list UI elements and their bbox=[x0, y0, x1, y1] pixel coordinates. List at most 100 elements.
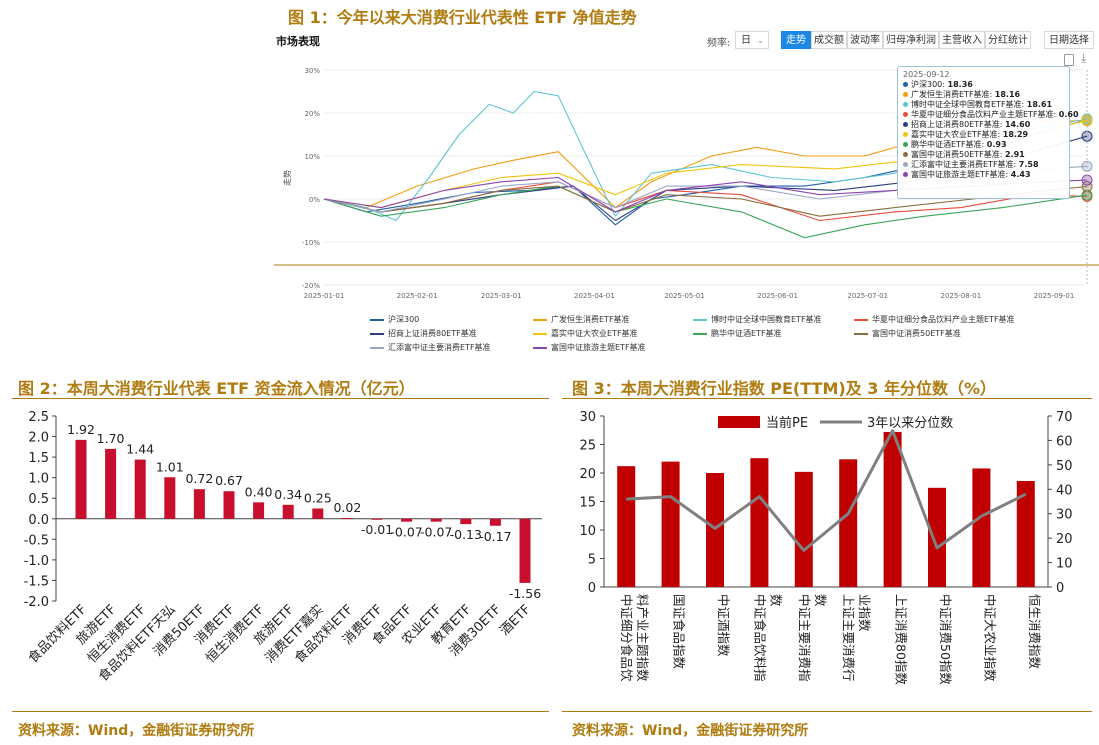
legend-swatch-icon bbox=[533, 346, 547, 349]
y-tick-label: 0% bbox=[309, 196, 320, 204]
bar bbox=[489, 518, 501, 526]
x-tick-label: 上证主要消费行 bbox=[841, 594, 856, 682]
legend-dot-icon bbox=[903, 152, 908, 157]
legend-dot-icon bbox=[903, 142, 908, 147]
figure1-title: 图 1：今年以来大消费行业代表性 ETF 净值走势 bbox=[288, 8, 637, 27]
legend-swatch-icon bbox=[854, 318, 868, 321]
right-y-tick-label: 60 bbox=[1056, 434, 1073, 449]
data-label: -0.13 bbox=[450, 527, 482, 542]
bar bbox=[193, 489, 205, 519]
tooltip-series-name: 华夏中证细分食品饮料产业主题ETF基准: bbox=[911, 110, 1059, 119]
bar bbox=[75, 439, 87, 519]
figure3-source: 资料来源：Wind，金融街证券研究所 bbox=[572, 723, 809, 739]
legend-item[interactable]: 华夏中证细分食品饮料产业主题ETF基准 bbox=[854, 315, 1015, 325]
legend-bar-swatch bbox=[718, 416, 760, 428]
data-label: 0.40 bbox=[245, 484, 273, 499]
legend-label: 沪深300 bbox=[388, 315, 420, 324]
tooltip-series-name: 富国中证旅游主题ETF基准: bbox=[911, 170, 1011, 179]
bar bbox=[164, 477, 176, 519]
tooltip-value: 0.93 bbox=[986, 140, 1007, 149]
legend-item[interactable]: 汇添富中证主要消费ETF基准 bbox=[370, 343, 491, 353]
y-tick-label: 0.5 bbox=[28, 492, 49, 507]
data-label: 0.72 bbox=[185, 471, 213, 486]
tooltip-series-name: 沪深300: bbox=[911, 80, 948, 89]
data-label: -0.01 bbox=[361, 522, 393, 537]
panel-title: 市场表现 bbox=[276, 35, 320, 48]
tooltip-value: 14.60 bbox=[1004, 120, 1031, 129]
bar bbox=[223, 491, 235, 519]
legend-item[interactable]: 招商上证消费80ETF基准 bbox=[370, 329, 477, 339]
x-tick-label: 2025-06-01 bbox=[757, 292, 798, 300]
right-y-tick-label: 40 bbox=[1056, 483, 1073, 498]
tooltip-value: 18.61 bbox=[1026, 100, 1053, 109]
legend-swatch-icon bbox=[854, 332, 868, 335]
bar bbox=[430, 518, 442, 522]
data-label: 1.01 bbox=[156, 459, 184, 474]
y-tick-label: 2.0 bbox=[28, 431, 49, 446]
legend-swatch-icon bbox=[370, 346, 384, 349]
tooltip-series-name: 嘉实中证大农业ETF基准: bbox=[911, 130, 1003, 139]
copy-icon[interactable] bbox=[1064, 54, 1074, 66]
tab-dividend[interactable]: 分红统计 bbox=[985, 31, 1031, 49]
legend-item[interactable]: 富国中证消费50ETF基准 bbox=[854, 329, 961, 339]
left-y-tick-label: 5 bbox=[588, 553, 596, 568]
data-label: -0.07 bbox=[390, 525, 422, 540]
tab-volatility[interactable]: 波动率 bbox=[847, 31, 883, 49]
tooltip-row: 广发恒生消费ETF基准: 18.16 bbox=[903, 90, 1064, 100]
legend-dot-icon bbox=[903, 82, 908, 87]
tab-revenue[interactable]: 主营收入 bbox=[939, 31, 985, 49]
legend-dot-icon bbox=[903, 132, 908, 137]
x-tick-label: 中证消费50指数 bbox=[938, 594, 953, 685]
tooltip-value: 0.60 bbox=[1058, 110, 1079, 119]
bar bbox=[883, 431, 902, 587]
x-tick-label: 数 bbox=[813, 594, 828, 607]
bar bbox=[928, 487, 946, 587]
right-y-tick-label: 50 bbox=[1056, 459, 1073, 474]
legend-label: 鹏华中证酒ETF基准 bbox=[711, 329, 782, 338]
y-tick-label: 2.5 bbox=[28, 410, 49, 425]
legend-item[interactable]: 广发恒生消费ETF基准 bbox=[533, 315, 630, 325]
tab-turnover[interactable]: 成交额 bbox=[811, 31, 847, 49]
legend-swatch-icon bbox=[693, 318, 707, 321]
legend-item[interactable]: 沪深300 bbox=[370, 315, 419, 325]
bar bbox=[282, 504, 294, 519]
left-y-tick-label: 10 bbox=[579, 524, 596, 539]
legend-item[interactable]: 嘉实中证大农业ETF基准 bbox=[533, 329, 638, 339]
tab-net-profit[interactable]: 归母净利润 bbox=[883, 31, 939, 49]
data-label: -1.56 bbox=[509, 586, 541, 601]
legend-label: 富国中证旅游主题ETF基准 bbox=[551, 343, 646, 352]
y-tick-label: -20% bbox=[302, 282, 320, 290]
legend-swatch-icon bbox=[693, 332, 707, 335]
figure2-top-rule bbox=[12, 398, 549, 399]
legend-dot-icon bbox=[903, 122, 908, 127]
date-picker-button[interactable]: 日期选择 bbox=[1044, 31, 1094, 49]
tooltip-series-name: 汇添富中证主要消费ETF基准: bbox=[911, 160, 1019, 169]
legend-item[interactable]: 鹏华中证酒ETF基准 bbox=[693, 329, 782, 339]
x-tick-label: 2025-08-01 bbox=[941, 292, 982, 300]
x-tick-label: 2025-03-01 bbox=[481, 292, 522, 300]
legend-label: 博时中证全球中国教育ETF基准 bbox=[711, 315, 822, 324]
download-icon[interactable]: ⤓ bbox=[1081, 51, 1087, 65]
y-tick-label: -1.5 bbox=[24, 574, 49, 589]
legend-item[interactable]: 博时中证全球中国教育ETF基准 bbox=[693, 315, 822, 325]
tooltip-series-name: 鹏华中证酒ETF基准: bbox=[911, 140, 987, 149]
x-tick-label: 2025-02-01 bbox=[397, 292, 438, 300]
data-label: 0.67 bbox=[215, 473, 243, 488]
series-line bbox=[323, 90, 1088, 222]
freq-select[interactable]: 日 ⌄ bbox=[735, 31, 769, 49]
x-tick-label: 料产业主题指数 bbox=[635, 594, 650, 682]
bar bbox=[661, 461, 680, 587]
data-label: 1.92 bbox=[67, 422, 95, 437]
tab-trend[interactable]: 走势 bbox=[781, 31, 811, 49]
bar bbox=[617, 466, 636, 587]
tooltip-row: 沪深300: 18.36 bbox=[903, 80, 1064, 90]
y-tick-label: -10% bbox=[302, 239, 320, 247]
right-y-tick-label: 30 bbox=[1056, 508, 1073, 523]
tooltip-series-name: 广发恒生消费ETF基准: bbox=[911, 90, 995, 99]
legend-item[interactable]: 富国中证旅游主题ETF基准 bbox=[533, 343, 646, 353]
y-tick-label: 0.0 bbox=[28, 513, 49, 528]
left-y-tick-label: 15 bbox=[579, 496, 596, 511]
left-y-tick-label: 25 bbox=[579, 439, 596, 454]
legend-label: 3年以来分位数 bbox=[867, 416, 953, 431]
